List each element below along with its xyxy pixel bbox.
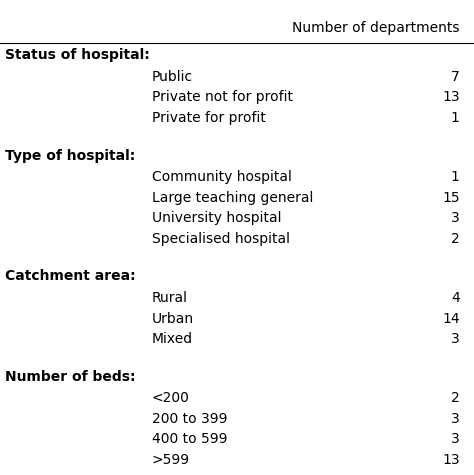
Text: Number of departments: Number of departments [292,21,460,35]
Text: <200: <200 [152,391,190,406]
Text: University hospital: University hospital [152,211,281,225]
Text: 3: 3 [451,412,460,426]
Text: 2: 2 [451,391,460,406]
Text: Rural: Rural [152,291,188,305]
Text: Type of hospital:: Type of hospital: [5,149,135,162]
Text: Public: Public [152,70,193,84]
Text: 3: 3 [451,211,460,225]
Text: 13: 13 [442,453,460,467]
Text: 15: 15 [442,191,460,205]
Text: 2: 2 [451,232,460,246]
Text: Private not for profit: Private not for profit [152,90,292,104]
Text: 4: 4 [451,291,460,305]
Text: Specialised hospital: Specialised hospital [152,232,290,246]
Text: 13: 13 [442,90,460,104]
Text: 400 to 599: 400 to 599 [152,432,227,446]
Text: Mixed: Mixed [152,332,193,346]
Text: Private for profit: Private for profit [152,111,265,125]
Text: Catchment area:: Catchment area: [5,269,136,284]
Text: >599: >599 [152,453,190,467]
Text: 14: 14 [442,312,460,326]
Text: 1: 1 [451,111,460,125]
Text: 7: 7 [451,70,460,84]
Text: Large teaching general: Large teaching general [152,191,313,205]
Text: Number of beds:: Number of beds: [5,370,135,384]
Text: Community hospital: Community hospital [152,170,292,184]
Text: 1: 1 [451,170,460,184]
Text: 3: 3 [451,432,460,446]
Text: 3: 3 [451,332,460,346]
Text: Status of hospital:: Status of hospital: [5,48,149,62]
Text: Urban: Urban [152,312,194,326]
Text: 200 to 399: 200 to 399 [152,412,227,426]
